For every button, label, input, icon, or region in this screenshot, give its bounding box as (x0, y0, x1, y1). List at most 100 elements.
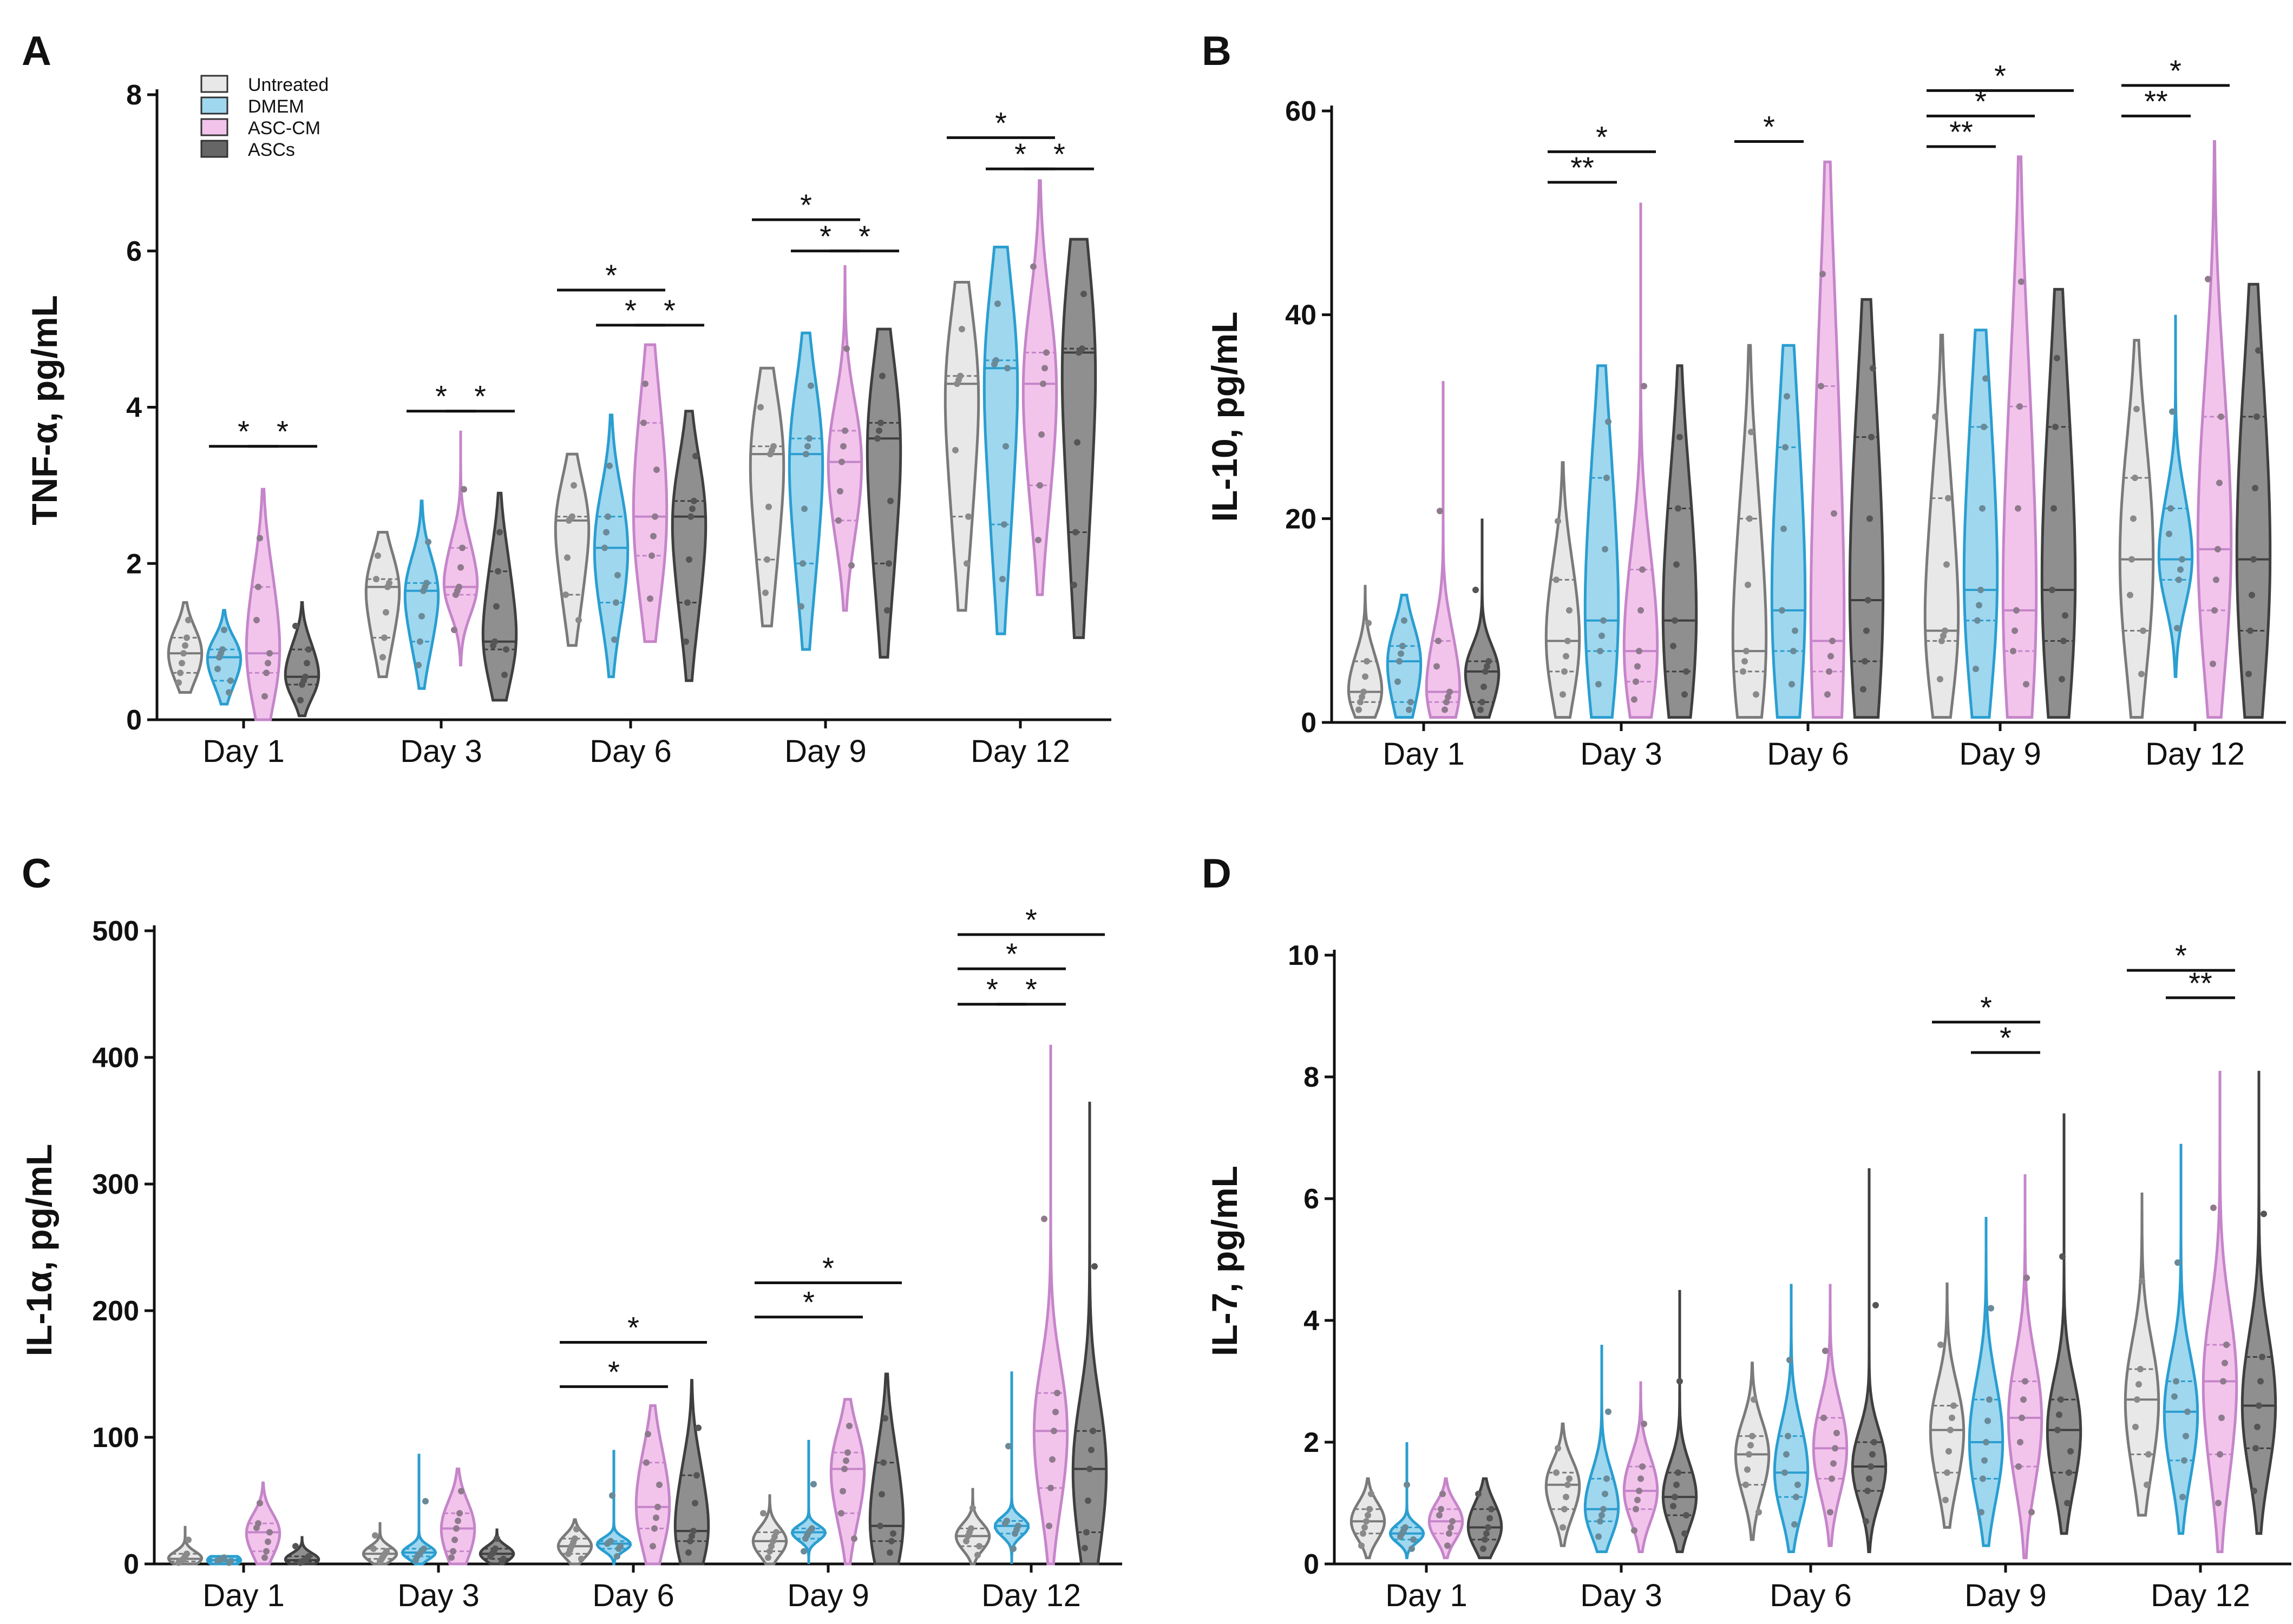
data-point (1822, 1347, 1829, 1355)
data-point (1791, 1521, 1798, 1528)
data-point (1408, 1545, 1415, 1552)
data-point (1365, 1512, 1371, 1518)
data-point (1005, 1443, 1012, 1450)
plot-area-c: 0 100 200 300 400 500 Day 1 Day 3 Day 6 Day 9 Day … (92, 903, 1122, 1613)
data-point (968, 1525, 974, 1532)
data-point (2223, 1342, 2230, 1348)
violin-dmem (1770, 344, 1807, 719)
data-point (887, 497, 894, 504)
data-point (1404, 1481, 1410, 1488)
data-point (876, 427, 882, 434)
data-point (840, 443, 847, 450)
data-point (887, 1549, 893, 1556)
data-point (458, 1488, 464, 1495)
violin-ascs (2046, 1113, 2082, 1535)
data-point (2222, 1359, 2228, 1366)
data-point (1046, 1522, 1052, 1529)
data-point (685, 1549, 692, 1556)
data-point (1402, 1524, 1408, 1531)
data-point (569, 513, 575, 520)
violin-dmem (1968, 1217, 2004, 1547)
data-point (1793, 1494, 1799, 1501)
panel-letter-b: B (1202, 28, 1231, 74)
violin-asc-cm (634, 1404, 671, 1566)
data-point (1553, 1469, 1560, 1476)
data-point (1401, 617, 1407, 624)
data-point (415, 661, 422, 668)
data-point (297, 696, 304, 703)
data-point (1003, 443, 1009, 450)
data-point (2245, 670, 2252, 678)
data-point (305, 1553, 312, 1560)
data-point (1363, 1518, 1370, 1525)
data-point (1977, 587, 1984, 594)
data-point (2218, 1415, 2225, 1421)
data-point (843, 1457, 849, 1464)
data-point (263, 1548, 270, 1555)
violin-ascs (1464, 518, 1501, 719)
data-point (1937, 675, 1943, 682)
data-point (1631, 1527, 1637, 1534)
violin-ascs (2235, 282, 2272, 719)
y-tick-label: 8 (1303, 1062, 1319, 1093)
data-point (765, 503, 772, 510)
data-point (2215, 545, 2221, 553)
violin-ascs (1466, 1477, 1503, 1560)
data-point (1826, 668, 1832, 675)
data-point (2052, 423, 2059, 430)
data-point (808, 382, 814, 389)
data-point (1749, 1432, 1755, 1439)
data-point (1603, 1475, 1610, 1482)
data-point (1600, 1505, 1607, 1513)
violin-untreated (364, 531, 401, 679)
data-point (1566, 607, 1573, 614)
data-point (1788, 681, 1795, 688)
y-tick-label: 8 (126, 80, 142, 111)
data-point (1446, 1530, 1452, 1537)
data-point (1639, 1463, 1646, 1470)
data-point (219, 646, 226, 653)
data-point (1672, 617, 1678, 624)
data-point (1868, 433, 1875, 440)
data-point (1437, 508, 1443, 515)
data-point (425, 538, 431, 545)
data-point (2179, 556, 2185, 563)
data-point (226, 689, 232, 696)
data-point (1038, 431, 1045, 438)
data-point (1488, 1505, 1495, 1513)
data-point (1368, 1490, 1374, 1497)
data-point (2023, 681, 2029, 688)
data-point (846, 1422, 853, 1429)
data-point (838, 1510, 844, 1517)
data-point (611, 636, 618, 643)
data-point (650, 532, 657, 540)
data-point (1564, 637, 1571, 645)
violin-ascs (868, 1372, 905, 1566)
violin-untreated (1734, 1362, 1771, 1541)
data-point (1485, 1524, 1491, 1531)
data-point (757, 404, 764, 411)
data-point (1676, 1378, 1683, 1385)
panel-letter-a: A (22, 28, 51, 74)
data-point (2253, 413, 2260, 420)
data-point (1631, 696, 1637, 703)
y-tick-label: 200 (92, 1296, 139, 1327)
data-point (2247, 627, 2253, 634)
violin-ascs (866, 327, 902, 659)
y-tick-label: 100 (92, 1422, 139, 1454)
y-tick-label: 4 (1303, 1305, 1319, 1337)
data-point (1980, 1475, 1986, 1482)
data-point (1872, 1301, 1879, 1309)
panel-a: A TNF-α, pg/mL 0 2 4 6 8 Day 1 Day 3 Day 6 Day 9… (22, 28, 1111, 769)
data-point (455, 1517, 461, 1524)
x-tick-label-day-3: Day 3 (1580, 737, 1662, 772)
violin-untreated (1347, 584, 1384, 719)
data-point (1871, 1439, 1877, 1445)
data-point (1602, 545, 1608, 553)
x-tick-label-day-9: Day 9 (787, 1578, 869, 1613)
violin-dmem (2157, 314, 2194, 678)
data-point (1824, 691, 1831, 698)
data-point (2023, 1274, 2030, 1281)
data-point (1602, 1490, 1608, 1497)
